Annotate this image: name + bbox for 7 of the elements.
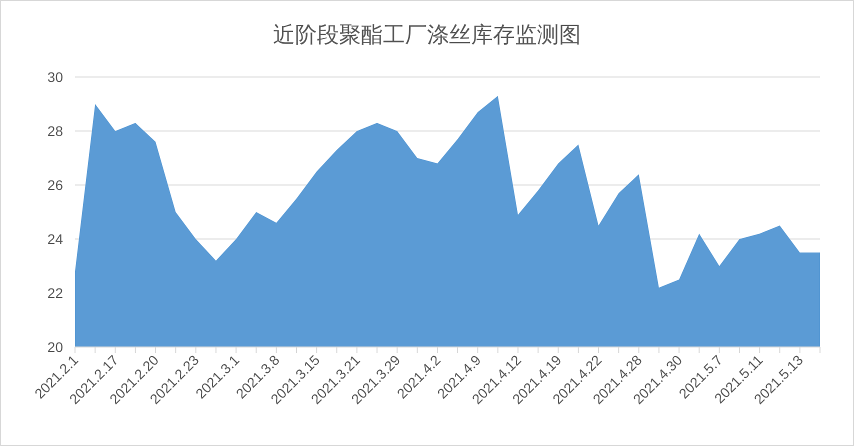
y-tick-label: 20 — [47, 339, 64, 355]
y-tick-label: 22 — [47, 285, 64, 301]
y-tick-label: 24 — [47, 231, 64, 247]
y-tick-label: 28 — [47, 123, 64, 139]
y-tick-label: 26 — [47, 177, 64, 193]
chart-title: 近阶段聚酯工厂涤丝库存监测图 — [273, 22, 581, 47]
y-tick-label: 30 — [47, 69, 64, 85]
